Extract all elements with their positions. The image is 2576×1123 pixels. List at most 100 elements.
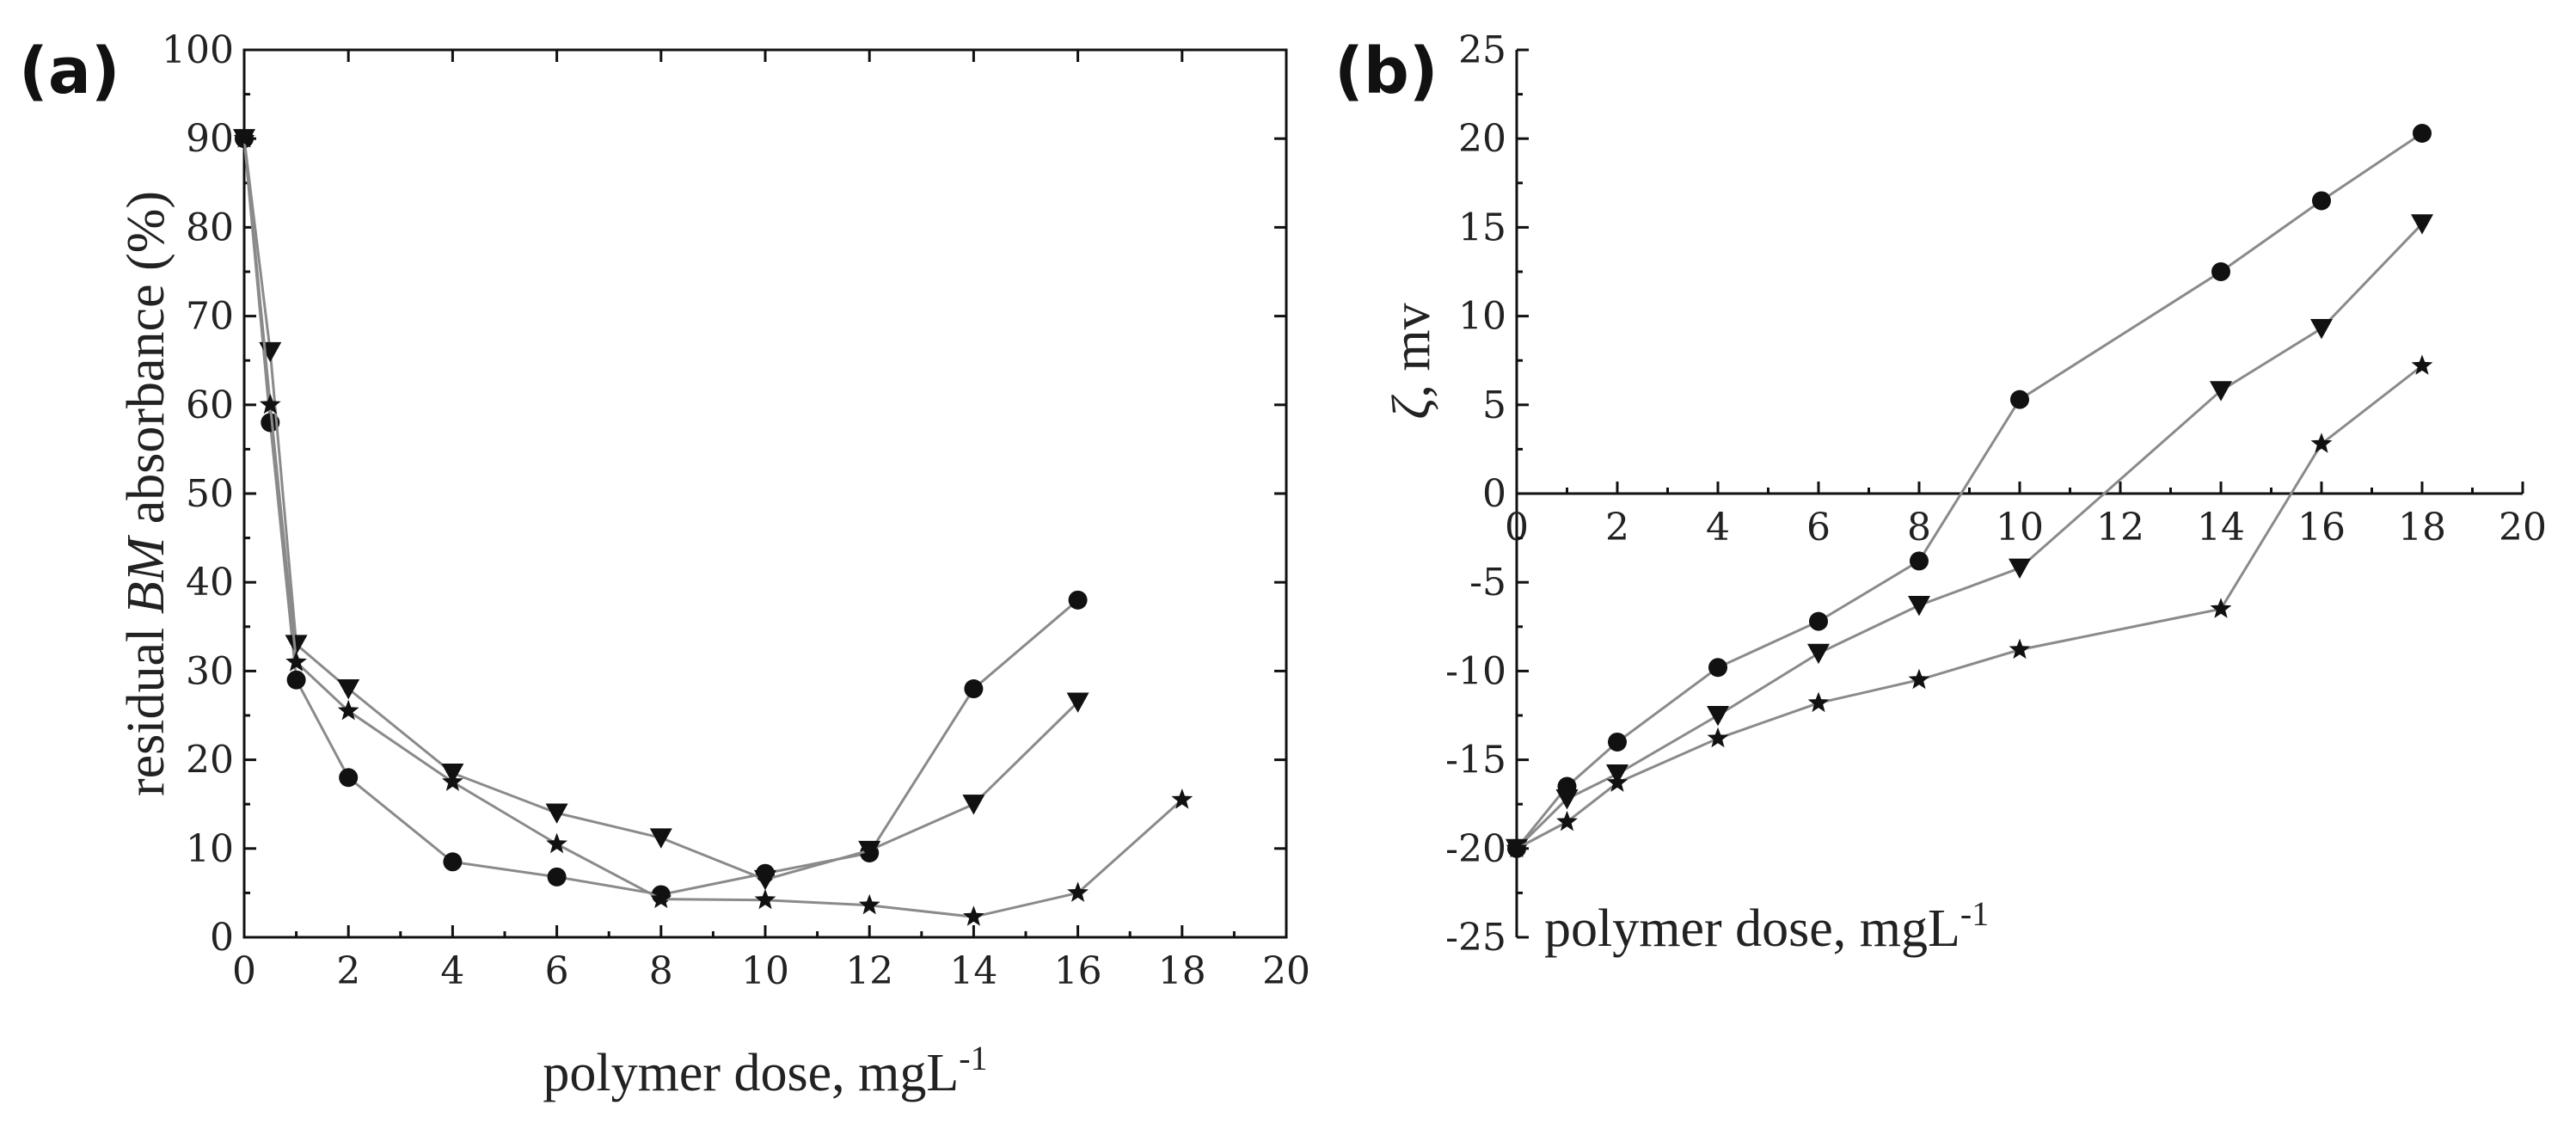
- x-axis-title-main: polymer dose, mgL: [1544, 899, 1960, 958]
- data-point-star: [2009, 638, 2031, 660]
- data-point-triangle-down: [1807, 643, 1830, 665]
- panel-a-chart: 0 2 4 6 8 10 12 14 16 18 20 0 10 20 30 40 50 60 70 80 90 100 (…: [19, 28, 1310, 1102]
- x-tick-label: 18: [1158, 949, 1206, 993]
- x-axis-title-superscript: -1: [1960, 894, 1989, 933]
- data-point-star: [2411, 354, 2433, 375]
- y-tick-label: 40: [186, 561, 234, 604]
- data-point-triangle-down: [2411, 214, 2433, 235]
- data-point-circle: [547, 867, 567, 887]
- data-point-triangle-down: [259, 341, 282, 363]
- y-tick-label: 5: [1482, 384, 1506, 427]
- x-tick-label: 12: [845, 949, 893, 993]
- y-axis-title-part: , mv: [1383, 303, 1441, 397]
- data-point-star: [285, 651, 307, 672]
- x-axis-title-superscript: -1: [959, 1039, 987, 1077]
- data-point-triangle-down: [858, 840, 881, 862]
- y-tick-label: 30: [186, 649, 234, 693]
- y-tick-label: 60: [186, 384, 234, 427]
- series-line: [1515, 223, 2424, 850]
- data-point-triangle-down: [2310, 318, 2333, 340]
- y-tick-label: 0: [1482, 472, 1506, 516]
- x-tick-label: 16: [2297, 506, 2346, 549]
- x-tick-label: 8: [1907, 506, 1931, 549]
- data-point-circle: [2211, 262, 2230, 281]
- y-tick-label: 50: [186, 472, 234, 516]
- y-axis-title-part: residual: [117, 614, 175, 796]
- x-tick-label: 14: [2197, 506, 2245, 549]
- data-point-star: [2210, 598, 2232, 618]
- data-point-circle: [2312, 191, 2331, 211]
- plot-frame: [242, 48, 1288, 939]
- x-tick-label: 16: [1054, 949, 1102, 993]
- y-axis-title-part: absorbance (%): [117, 191, 175, 537]
- data-point-star: [1556, 810, 1578, 832]
- data-point-star: [546, 832, 567, 854]
- x-tick-label: 20: [2499, 506, 2547, 549]
- series-line: [242, 138, 1183, 918]
- x-tick-label: 14: [949, 949, 997, 993]
- series-triangle-down: [233, 129, 1089, 891]
- data-point-triangle-down: [1066, 692, 1089, 713]
- series-circle: [235, 129, 1088, 905]
- data-point-circle: [964, 679, 984, 699]
- data-point-triangle-down: [285, 635, 308, 655]
- x-tick-label: 4: [440, 949, 464, 993]
- y-tick-label: -20: [1445, 827, 1506, 871]
- y-tick-label: 0: [210, 916, 234, 960]
- x-tick-label: 6: [545, 949, 569, 993]
- y-tick-label: 100: [162, 28, 234, 72]
- data-point-star: [858, 893, 880, 915]
- data-point-star: [1908, 668, 1930, 690]
- x-tick-label: 10: [1996, 506, 2044, 549]
- y-axis-title-part: BM: [117, 534, 175, 614]
- y-axis-title: residual BM absorbance (%): [117, 191, 175, 796]
- data-point-triangle-down: [1707, 705, 1729, 727]
- data-point-triangle-down: [1555, 789, 1579, 810]
- data-point-circle: [339, 768, 359, 788]
- data-point-circle: [1608, 732, 1627, 752]
- data-point-star: [2310, 433, 2333, 453]
- data-point-star: [754, 888, 776, 910]
- panel-b-chart: 0 2 4 6 8 10 12 14 16 18 20 -25 -20 -15 -10 -5 0 5 10 15 20 2…: [1334, 28, 2547, 960]
- x-axis-title-main: polymer dose, mgL: [543, 1044, 959, 1102]
- data-point-triangle-down: [754, 869, 776, 891]
- x-axis-title: polymer dose, mgL-1: [1544, 894, 1989, 958]
- data-point-star: [233, 127, 255, 148]
- data-point-star: [1067, 881, 1089, 902]
- series-star: [1506, 354, 2433, 858]
- data-point-circle: [443, 852, 463, 872]
- y-tick-label: 15: [1458, 206, 1506, 249]
- data-point-triangle-down: [545, 803, 568, 824]
- y-tick-label: 25: [1458, 28, 1506, 72]
- x-tick-label: 6: [1806, 506, 1831, 549]
- data-point-star: [1807, 691, 1830, 713]
- x-tick-label: 8: [649, 949, 673, 993]
- data-point-circle: [286, 670, 306, 690]
- data-point-star: [1506, 837, 1528, 858]
- y-axis-title: ζ, mv: [1383, 303, 1441, 419]
- y-tick-label: 20: [1458, 117, 1506, 161]
- data-point-circle: [1068, 590, 1088, 610]
- data-point-circle: [1910, 551, 1929, 571]
- data-point-triangle-down: [2210, 381, 2232, 402]
- series-star: [233, 127, 1193, 926]
- data-point-triangle-down: [649, 828, 672, 849]
- panel-label: (b): [1334, 34, 1438, 108]
- series-line: [1516, 365, 2423, 850]
- x-tick-label: 4: [1706, 506, 1730, 549]
- data-point-circle: [2010, 390, 2029, 409]
- y-tick-label: 10: [1458, 295, 1506, 339]
- y-tick-label: 20: [186, 739, 234, 782]
- data-point-circle: [1809, 611, 1828, 631]
- data-point-triangle-down: [962, 795, 985, 815]
- panel-label: (a): [19, 34, 120, 108]
- y-tick-label: 70: [186, 295, 234, 339]
- data-point-star: [1171, 789, 1193, 809]
- y-tick-label: -15: [1445, 739, 1506, 782]
- x-tick-label: 2: [1605, 506, 1629, 549]
- data-point-star: [1707, 727, 1729, 748]
- y-tick-label: 90: [186, 117, 234, 161]
- x-tick-label: 10: [741, 949, 789, 993]
- x-tick-label: 12: [2096, 506, 2144, 549]
